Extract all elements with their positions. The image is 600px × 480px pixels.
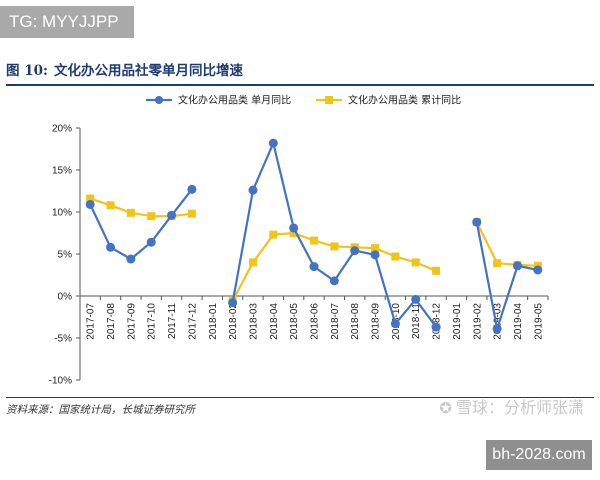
x-tick-label: 2017-07	[86, 303, 97, 340]
data-point	[350, 246, 360, 256]
data-point	[411, 258, 420, 267]
series-monthly	[85, 138, 543, 334]
series-line	[475, 221, 538, 267]
data-point	[86, 194, 95, 203]
data-point	[106, 242, 116, 252]
line-chart: 20% 15% 10% 5% 0% -5% -10% 2017-07 2017-08 2017-0…	[49, 94, 549, 387]
data-point	[268, 138, 278, 148]
bottom-rule	[6, 397, 594, 398]
legend-item-cumulative: 文化办公用品类 累计同比	[316, 94, 461, 107]
series-line	[475, 221, 539, 330]
data-point	[472, 217, 482, 227]
x-tick-label: 2017-09	[126, 303, 137, 340]
y-tick-label: -5%	[54, 334, 72, 345]
x-tick-label: 2018-06	[310, 303, 321, 340]
x-tick-label: 2017-08	[106, 303, 117, 340]
data-point	[432, 266, 441, 275]
x-tick-label: 2017-10	[147, 303, 158, 340]
x-tick-label: 2019-04	[513, 303, 524, 340]
data-point	[310, 236, 318, 245]
x-tick-label: 2018-11	[411, 303, 422, 339]
data-point	[309, 262, 319, 272]
legend-label: 文化办公用品类 累计同比	[348, 94, 461, 107]
series-cumulative	[86, 194, 542, 306]
data-point	[167, 210, 177, 220]
data-point	[106, 201, 115, 210]
series-line	[89, 188, 193, 261]
data-point	[147, 212, 156, 221]
x-tick-label: 2018-05	[289, 303, 300, 340]
data-point	[330, 242, 339, 251]
data-point	[411, 294, 421, 304]
watermark: ✪ 雪球：分析师张潇	[439, 394, 584, 418]
x-tick-label: 2018-07	[330, 303, 341, 340]
data-point	[370, 250, 380, 260]
data-point	[391, 252, 400, 261]
x-tick-label: 2019-01	[452, 303, 463, 340]
legend-item-monthly: 文化办公用品类 单月同比	[146, 94, 291, 107]
x-tick-label: 2017-12	[187, 303, 198, 340]
x-tick-label: 2019-05	[533, 303, 544, 340]
source-note: 资料来源：国家统计局，长城证券研究所	[6, 404, 195, 416]
data-point	[371, 244, 380, 253]
data-point	[126, 208, 135, 217]
data-point	[512, 261, 522, 271]
legend-swatch-marker	[155, 96, 163, 104]
data-point	[492, 324, 502, 334]
legend-swatch-marker	[325, 96, 333, 104]
title-rule	[6, 84, 594, 86]
data-point	[248, 185, 258, 195]
x-tick-label: 2019-02	[472, 303, 483, 340]
x-tick-label: 2018-08	[350, 303, 361, 340]
y-tick-label: 0%	[58, 292, 73, 303]
snowball-logo-icon: ✪	[439, 399, 452, 417]
x-tick-label: 2018-12	[432, 303, 443, 340]
y-tick-label: 15%	[52, 166, 72, 177]
data-point	[146, 237, 156, 247]
data-point	[390, 319, 400, 329]
data-point	[431, 322, 441, 332]
figure-title: 图 10: 文化办公用品社零单月同比增速	[6, 60, 243, 82]
y-tick-label: 10%	[52, 208, 72, 219]
watermark-text: 雪球：分析师张潇	[455, 398, 584, 417]
figure-title-text: 文化办公用品社零单月同比增速	[53, 63, 243, 79]
x-tick-label: 2018-01	[208, 303, 219, 340]
data-point	[269, 230, 278, 239]
x-tick-label: 2018-02	[228, 303, 239, 340]
data-point	[329, 276, 339, 286]
y-tick-label: 20%	[52, 124, 72, 135]
x-tick-label: 2017-11	[167, 303, 178, 339]
data-point	[493, 259, 502, 268]
data-point	[533, 265, 543, 275]
x-tick-label: 2019-03	[493, 303, 504, 340]
x-tick-label: 2018-04	[269, 303, 280, 340]
y-tick-label: 5%	[58, 250, 73, 261]
data-point	[85, 199, 95, 209]
data-point	[248, 258, 257, 267]
data-point	[187, 184, 197, 194]
x-tick-label: 2018-03	[248, 303, 259, 340]
legend-label: 文化办公用品类 单月同比	[178, 94, 291, 107]
tg-badge: TG: MYYJJPP	[0, 6, 134, 38]
x-tick-label: 2018-09	[371, 303, 382, 340]
y-tick-label: -10%	[49, 376, 72, 387]
data-point	[126, 254, 136, 264]
data-point	[289, 223, 299, 233]
data-point	[187, 209, 196, 218]
figure-number: 图 10:	[6, 63, 48, 79]
data-point	[289, 229, 298, 237]
site-badge: bh-2028.com	[486, 440, 592, 470]
data-point	[228, 298, 238, 308]
